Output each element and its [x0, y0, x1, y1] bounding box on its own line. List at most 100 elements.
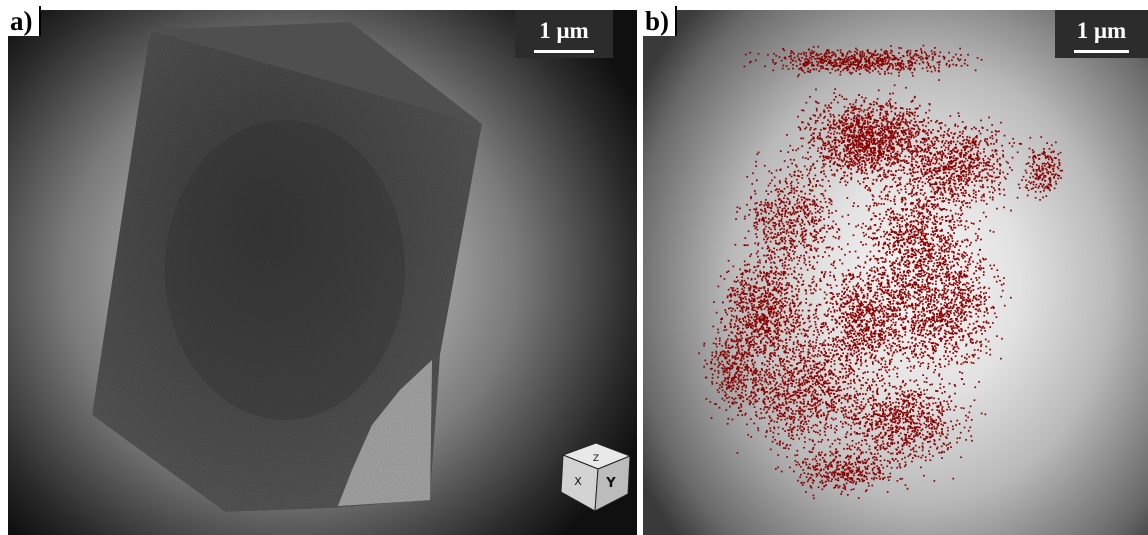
point: [877, 170, 879, 172]
point: [789, 249, 791, 251]
point: [934, 219, 936, 221]
point: [814, 237, 816, 239]
point: [930, 234, 932, 236]
point: [815, 128, 817, 130]
point: [928, 122, 930, 124]
point: [894, 84, 896, 86]
point: [970, 174, 972, 176]
point: [826, 137, 828, 139]
point: [855, 106, 857, 108]
point: [935, 281, 937, 283]
point: [929, 211, 931, 213]
point: [780, 169, 782, 171]
point: [931, 260, 933, 262]
point: [759, 220, 761, 222]
point: [782, 68, 784, 70]
point: [911, 191, 913, 193]
point: [998, 131, 1000, 133]
point: [869, 206, 871, 208]
point: [932, 234, 934, 236]
point: [847, 123, 849, 125]
point: [832, 248, 834, 250]
point: [993, 187, 995, 189]
point: [793, 209, 795, 211]
point: [827, 156, 829, 158]
point: [868, 210, 870, 212]
point: [1002, 150, 1004, 152]
point: [899, 278, 901, 280]
point: [986, 141, 988, 143]
point: [948, 66, 950, 68]
point: [895, 260, 897, 262]
point: [941, 122, 943, 124]
point: [801, 177, 803, 179]
point: [829, 202, 831, 204]
point: [951, 235, 953, 237]
point: [915, 257, 917, 259]
point: [972, 145, 974, 147]
point: [757, 251, 759, 253]
point: [882, 55, 884, 57]
point: [939, 197, 941, 199]
point: [815, 290, 817, 292]
point: [911, 161, 913, 163]
point: [911, 248, 913, 250]
point: [917, 187, 919, 189]
point: [863, 135, 865, 137]
point: [828, 61, 830, 63]
point: [793, 196, 795, 198]
point: [821, 56, 823, 58]
point: [754, 203, 756, 205]
point: [1003, 189, 1005, 191]
point: [858, 135, 860, 137]
point: [929, 179, 931, 181]
point: [794, 190, 796, 192]
point: [987, 186, 989, 188]
point: [902, 132, 904, 134]
point: [791, 176, 793, 178]
point: [881, 123, 883, 125]
point: [859, 146, 861, 148]
point: [920, 266, 922, 268]
point: [844, 155, 846, 157]
point: [801, 228, 803, 230]
point: [926, 205, 928, 207]
point: [928, 244, 930, 246]
point: [883, 117, 885, 119]
point: [794, 192, 796, 194]
point: [849, 56, 851, 58]
point: [983, 186, 985, 188]
point: [874, 142, 876, 144]
point: [904, 256, 906, 258]
point: [946, 157, 948, 159]
point: [950, 243, 952, 245]
point: [867, 50, 869, 52]
point: [996, 131, 998, 133]
point: [938, 64, 940, 66]
point: [954, 259, 956, 261]
point: [991, 135, 993, 137]
point: [963, 192, 965, 194]
point: [814, 196, 816, 198]
point: [1009, 167, 1011, 169]
point: [975, 201, 977, 203]
point: [802, 234, 804, 236]
point: [996, 208, 998, 210]
point: [809, 117, 811, 119]
point: [965, 128, 967, 130]
point: [975, 197, 977, 199]
point: [866, 60, 868, 62]
point: [814, 239, 816, 241]
point: [899, 135, 901, 137]
point: [986, 143, 988, 145]
point: [885, 211, 887, 213]
panel-label-a: a): [8, 6, 41, 36]
point: [804, 166, 806, 168]
point: [901, 198, 903, 200]
point: [963, 200, 965, 202]
point: [771, 203, 773, 205]
point: [859, 165, 861, 167]
point: [768, 307, 770, 309]
point: [802, 231, 804, 233]
point: [905, 130, 907, 132]
